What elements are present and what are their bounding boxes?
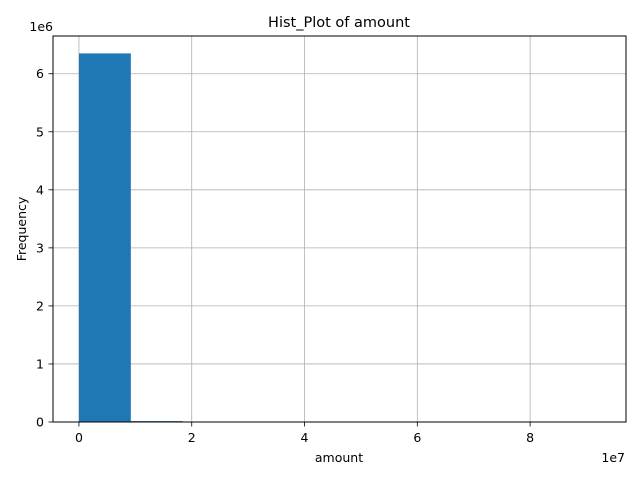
y-tick-label: 6 xyxy=(36,66,44,81)
y-tick-label: 0 xyxy=(36,415,44,430)
x-tick-label: 4 xyxy=(301,430,309,445)
y-axis-ticks: 0 1 2 3 4 5 6 xyxy=(36,66,53,430)
y-tick-label: 4 xyxy=(36,182,44,197)
histogram-bars xyxy=(78,53,598,422)
x-axis-ticks: 0 2 4 6 8 xyxy=(75,422,534,445)
y-tick-label: 1 xyxy=(36,356,44,371)
chart-title: Hist_Plot of amount xyxy=(268,15,410,31)
y-axis-label: Frequency xyxy=(14,196,29,261)
x-tick-label: 8 xyxy=(526,430,534,445)
y-tick-label: 3 xyxy=(36,240,44,255)
x-tick-label: 6 xyxy=(413,430,421,445)
x-axis-multiplier: 1e7 xyxy=(601,450,625,465)
histogram-bar xyxy=(78,53,131,422)
y-tick-label: 5 xyxy=(36,124,44,139)
plot-area-frame xyxy=(52,35,627,423)
x-tick-label: 2 xyxy=(188,430,196,445)
x-axis-label: amount xyxy=(315,450,363,465)
x-tick-label: 0 xyxy=(75,430,83,445)
y-axis-multiplier: 1e6 xyxy=(29,19,53,34)
y-tick-label: 2 xyxy=(36,298,44,313)
